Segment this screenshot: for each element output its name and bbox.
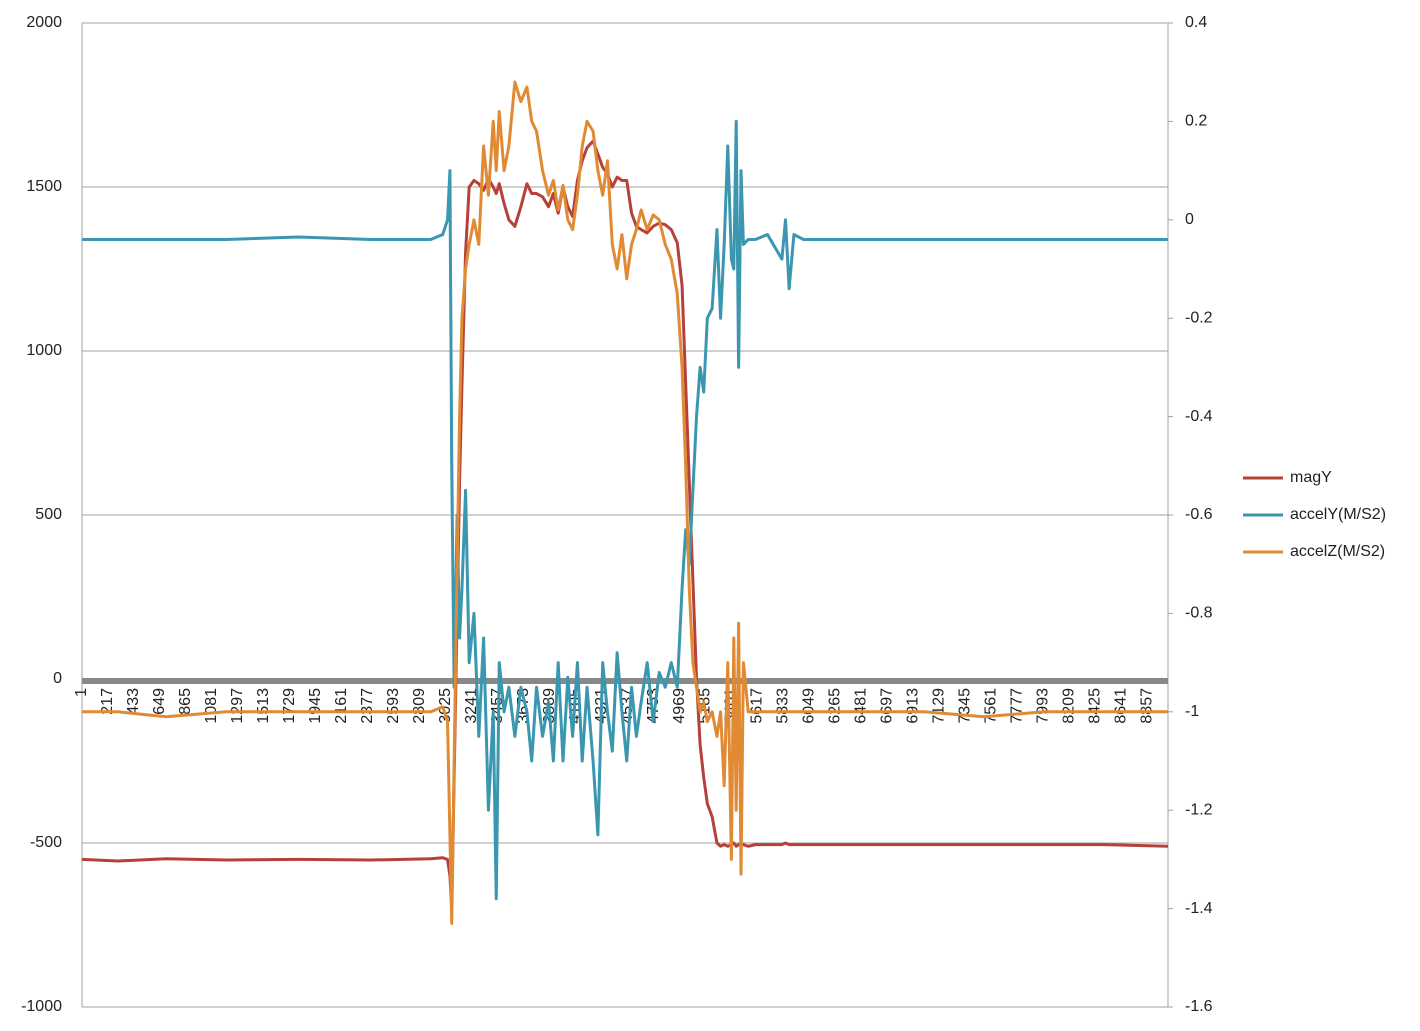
x-tick-label: 6697 (879, 688, 896, 724)
y2-tick-label: 0 (1185, 211, 1194, 228)
y2-tick-label: -0.4 (1185, 408, 1213, 425)
legend-label: accelY(M/S2) (1290, 506, 1386, 523)
x-tick-label: 2161 (333, 688, 350, 724)
y2-tick-label: -1.6 (1185, 998, 1213, 1015)
x-tick-label: 1297 (229, 688, 246, 724)
x-tick-label: 2593 (385, 688, 402, 724)
y-tick-label: -500 (30, 834, 62, 851)
x-tick-label: 6913 (905, 688, 922, 724)
x-tick-label: 5617 (749, 688, 766, 724)
x-tick-label: 6049 (801, 688, 818, 724)
x-tick-label: 7345 (957, 688, 974, 724)
x-tick-label: 5833 (775, 688, 792, 724)
x-tick-label: 1 (73, 688, 90, 697)
series-line (82, 80, 1168, 925)
x-tick-label: 8641 (1112, 688, 1129, 724)
y2-tick-label: -1 (1185, 703, 1199, 720)
y2-tick-label: -1.2 (1185, 801, 1213, 818)
x-tick-label: 8857 (1138, 688, 1155, 724)
y-tick-label: 0 (53, 670, 62, 687)
y2-tick-label: 0.4 (1185, 14, 1207, 31)
x-tick-label: 8209 (1060, 688, 1077, 724)
x-tick-label: 3025 (437, 688, 454, 724)
x-tick-label: 7129 (931, 688, 948, 724)
x-tick-label: 7993 (1034, 688, 1051, 724)
x-tick-label: 1945 (307, 688, 324, 724)
x-tick-label: 649 (151, 688, 168, 715)
x-tick-label: 2809 (411, 688, 428, 724)
y-tick-label: 2000 (26, 14, 62, 31)
x-tick-label: 2377 (359, 688, 376, 724)
y2-tick-label: -0.2 (1185, 309, 1213, 326)
x-tick-label: 4969 (671, 688, 688, 724)
x-tick-label: 433 (125, 688, 142, 715)
y2-tick-label: -0.8 (1185, 605, 1213, 622)
y2-tick-label: -0.6 (1185, 506, 1213, 523)
x-tick-label: 217 (99, 688, 116, 715)
x-tick-label: 7777 (1009, 688, 1026, 724)
x-tick-label: 1081 (203, 688, 220, 724)
x-tick-label: 6481 (853, 688, 870, 724)
x-tick-label: 6265 (827, 688, 844, 724)
legend-label: magY (1290, 469, 1332, 486)
series-line (82, 119, 1168, 901)
y2-tick-label: -1.4 (1185, 900, 1213, 917)
x-tick-label: 8425 (1086, 688, 1103, 724)
x-tick-label: 1729 (281, 688, 298, 724)
x-tick-label: 3241 (463, 688, 480, 724)
x-tick-label: 1513 (255, 688, 272, 724)
x-tick-label: 7561 (983, 688, 1000, 724)
y-tick-label: 1500 (26, 178, 62, 195)
legend-label: accelZ(M/S2) (1290, 543, 1385, 560)
x-tick-label: 865 (177, 688, 194, 715)
y-tick-label: -1000 (21, 998, 62, 1015)
y-tick-label: 1000 (26, 342, 62, 359)
y-tick-label: 500 (35, 506, 62, 523)
y2-tick-label: 0.2 (1185, 113, 1207, 130)
